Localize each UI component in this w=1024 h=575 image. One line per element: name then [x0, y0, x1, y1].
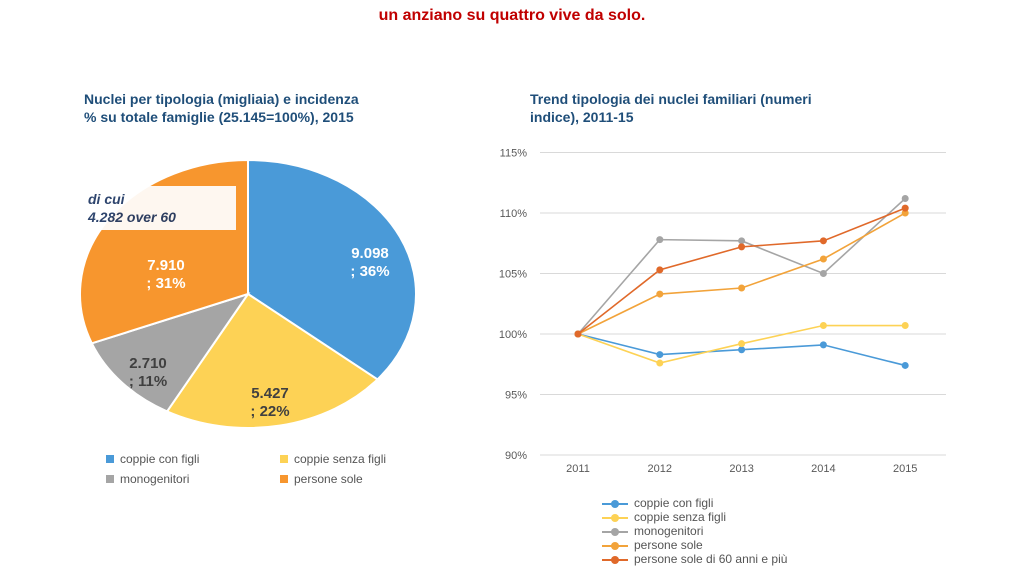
series-point: [901, 204, 909, 212]
series-point: [738, 237, 746, 245]
pie-annotation: di cui 4.282 over 60: [80, 186, 236, 230]
legend-swatch: [280, 475, 288, 483]
pie-legend-item: monogenitori: [106, 472, 189, 486]
y-tick-label: 105%: [499, 269, 527, 281]
y-tick-label: 90%: [505, 450, 527, 462]
y-tick-label: 115%: [500, 148, 528, 160]
header-text: un anziano su quattro vive da solo.: [378, 7, 646, 24]
pie-label-pct: ; 11%: [129, 373, 167, 390]
line-title-line: indice), 2011-15: [530, 109, 634, 125]
series-point: [738, 284, 746, 292]
pie-title-line: % su totale famiglie (25.145=100%), 2015: [84, 109, 354, 125]
legend-label: monogenitori: [634, 524, 704, 538]
legend-label: persone sole: [634, 538, 703, 552]
x-tick-label: 2012: [648, 463, 672, 475]
series-point: [901, 361, 909, 369]
series-point: [901, 194, 909, 202]
series-point: [656, 351, 664, 359]
pie-label-value: 2.710: [129, 355, 167, 372]
series-point: [901, 209, 909, 217]
legend-swatch: [106, 475, 114, 483]
pie-slice-0: [247, 158, 417, 381]
series-point: [819, 341, 827, 349]
line-legend-item: monogenitori: [602, 525, 703, 538]
x-tick-label: 2013: [729, 463, 753, 475]
annotation-line: di cui: [88, 191, 125, 207]
series-point: [819, 255, 827, 263]
series-point: [738, 346, 746, 354]
pie-legend-item: coppie con figli: [106, 452, 199, 466]
line-legend-item: coppie senza figli: [602, 511, 726, 524]
x-tick-label: 2015: [893, 463, 917, 475]
y-tick-label: 100%: [499, 329, 527, 341]
series-point: [656, 236, 664, 244]
y-tick-label: 95%: [505, 390, 527, 402]
legend-label: monogenitori: [120, 472, 190, 486]
pie-label-value: 7.910: [147, 257, 185, 274]
pie-title-line: Nuclei per tipologia (migliaia) e incide…: [84, 91, 359, 107]
x-tick-label: 2011: [566, 463, 590, 475]
series-point: [574, 330, 582, 338]
pie-slice-2: [90, 292, 251, 413]
series-point: [738, 340, 746, 348]
y-tick-label: 110%: [500, 208, 528, 220]
pie-label-pct: ; 36%: [350, 263, 389, 280]
legend-swatch: [280, 455, 288, 463]
series-line-4: [577, 207, 906, 335]
legend-swatch: [106, 455, 114, 463]
line-title: Trend tipologia dei nuclei familiari (nu…: [530, 90, 812, 126]
legend-label: persone sole: [294, 472, 363, 486]
pie-label-pct: ; 31%: [146, 275, 185, 292]
series-point: [738, 243, 746, 251]
legend-label: coppie senza figli: [634, 510, 727, 524]
pie-label-pct: ; 22%: [250, 403, 289, 420]
annotation-line: 4.282 over 60: [88, 209, 176, 225]
pie-title: Nuclei per tipologia (migliaia) e incide…: [84, 90, 359, 126]
legend-swatch: [602, 541, 628, 550]
line-legend-item: coppie con figli: [602, 497, 713, 510]
series-point: [901, 322, 909, 330]
legend-swatch: [602, 555, 628, 564]
pie-legend-item: coppie senza figli: [280, 452, 386, 466]
series-point: [819, 270, 827, 277]
legend-label: coppie con figli: [634, 496, 714, 510]
legend-label: coppie con figli: [120, 452, 200, 466]
line-title-line: Trend tipologia dei nuclei familiari (nu…: [530, 91, 812, 107]
series-point: [819, 322, 827, 330]
legend-swatch: [602, 499, 628, 508]
pie-label-value: 9.098: [351, 245, 389, 262]
legend-label: persone sole di 60 anni e più: [634, 552, 788, 566]
legend-label: coppie senza figli: [294, 452, 387, 466]
series-point: [819, 237, 827, 245]
x-tick-label: 2014: [811, 463, 835, 475]
pie-label-value: 5.427: [251, 385, 289, 402]
series-point: [656, 359, 664, 367]
legend-swatch: [602, 527, 628, 536]
line-legend-item: persone sole di 60 anni e più: [602, 553, 787, 566]
series-point: [656, 290, 664, 298]
pie-legend-item: persone sole: [280, 472, 363, 486]
series-line-2: [577, 197, 906, 335]
pie-slice-1: [165, 292, 380, 429]
legend-swatch: [602, 513, 628, 522]
series-point: [656, 266, 664, 274]
line-legend-item: persone sole: [602, 539, 703, 552]
